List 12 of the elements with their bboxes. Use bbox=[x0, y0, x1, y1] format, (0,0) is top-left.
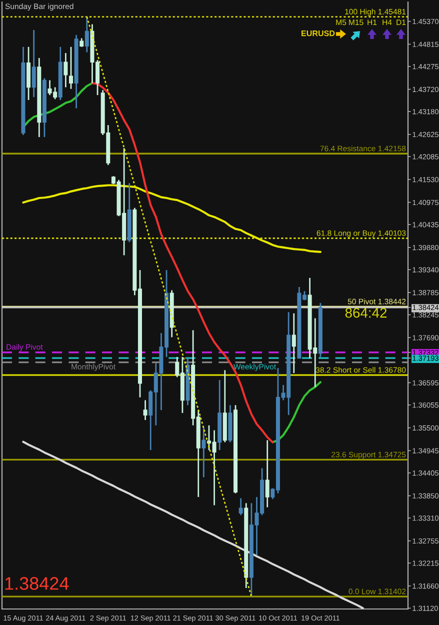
candlestick bbox=[143, 400, 148, 421]
candlestick bbox=[202, 426, 206, 478]
candlestick bbox=[64, 52, 68, 88]
candlestick bbox=[84, 16, 89, 53]
candlestick bbox=[292, 312, 296, 374]
candlestick bbox=[238, 498, 243, 516]
annotation: 1.38424 bbox=[5, 577, 69, 590]
candlestick bbox=[68, 46, 74, 90]
candlestick bbox=[265, 439, 270, 508]
annotation: 864:42 bbox=[345, 308, 387, 318]
candlestick bbox=[32, 29, 36, 98]
annotation: EURUSD bbox=[302, 30, 335, 36]
